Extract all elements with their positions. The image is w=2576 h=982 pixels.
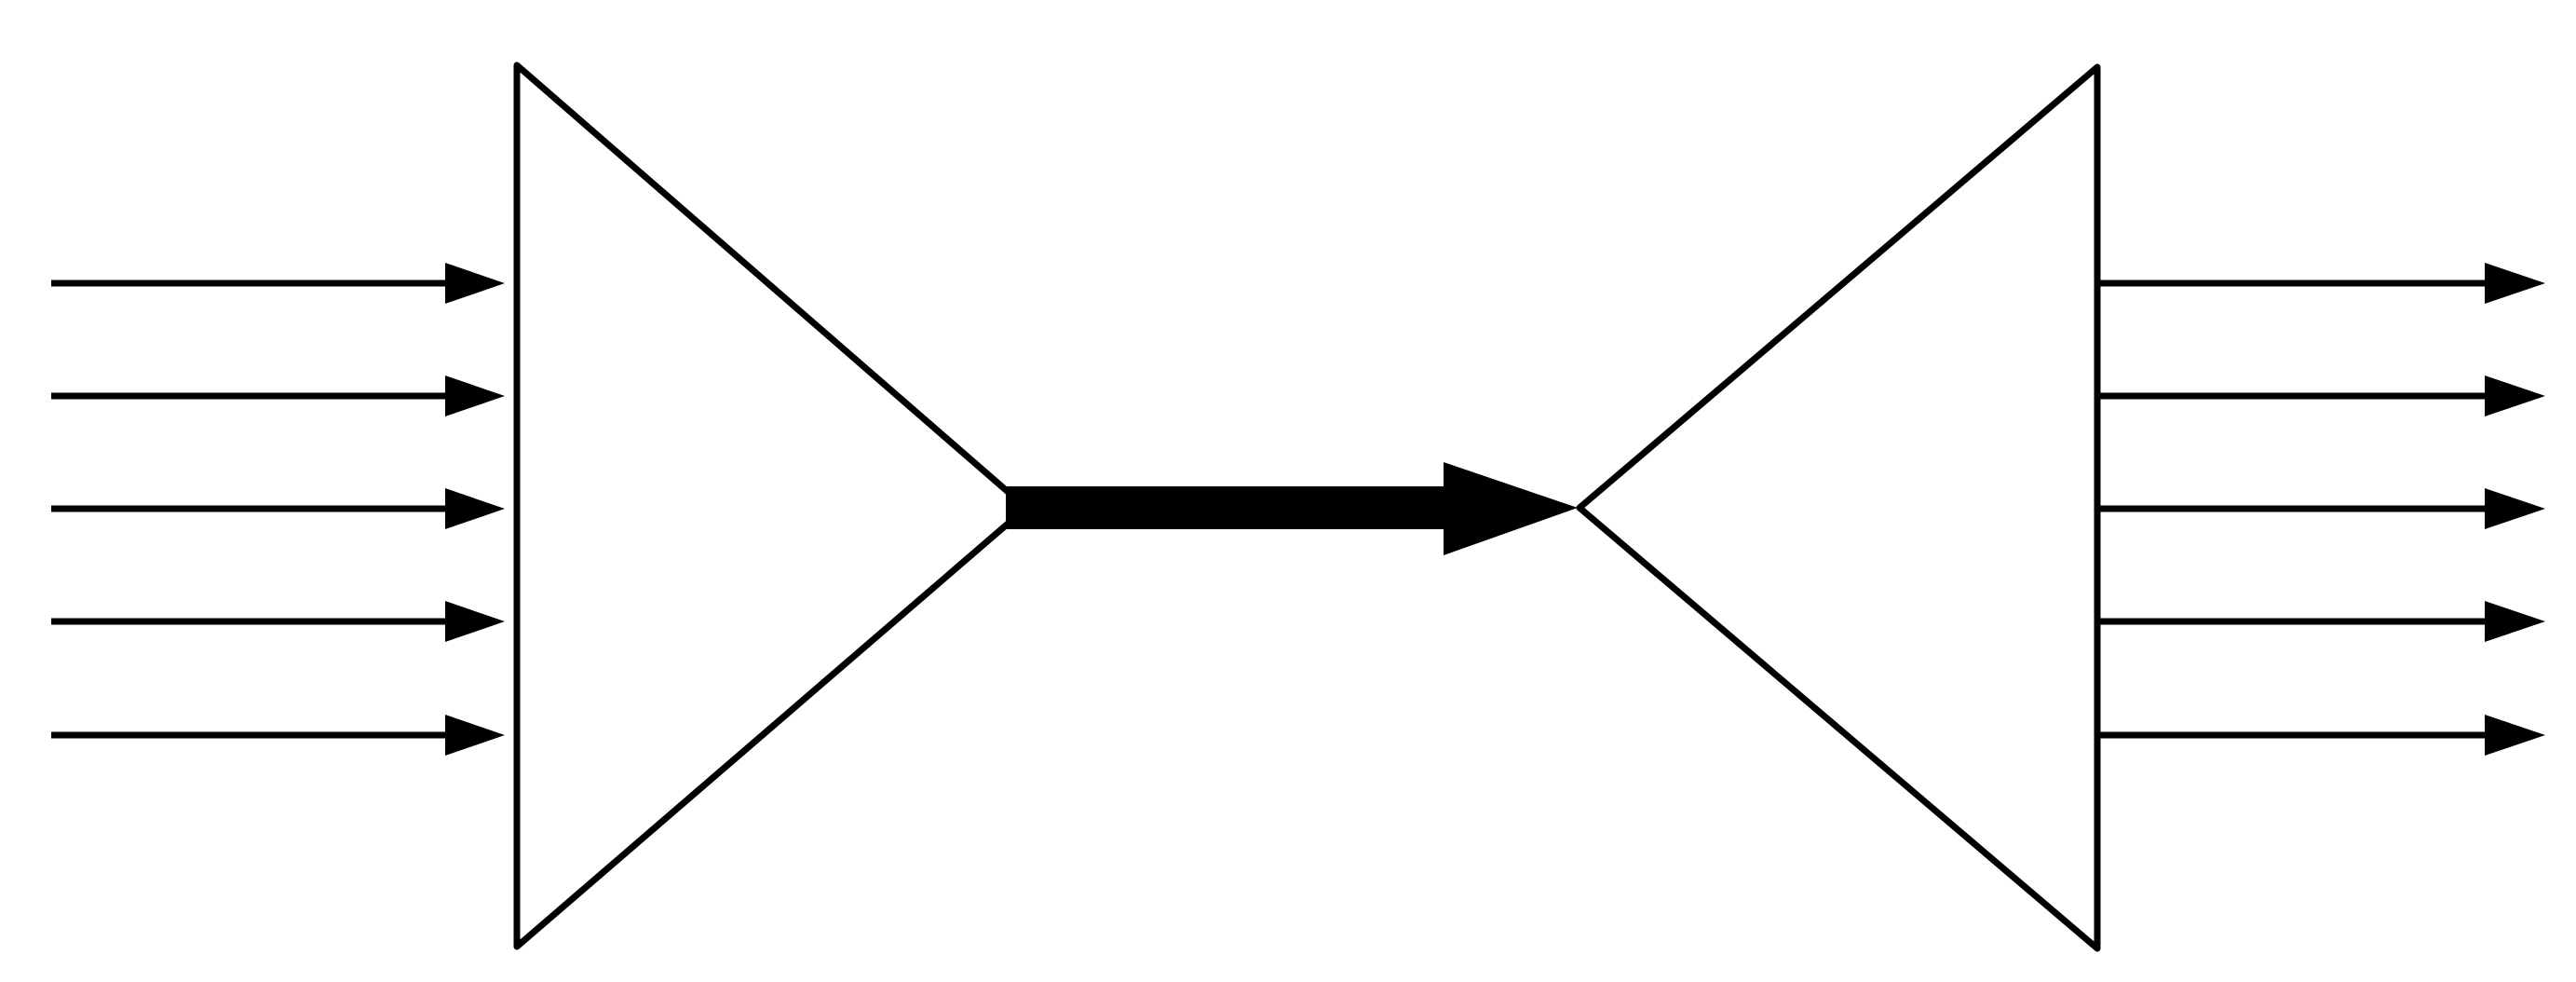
input-arrow-4 xyxy=(51,601,505,642)
input-arrow-4-head xyxy=(445,601,505,642)
center-thick-arrow xyxy=(1006,462,1578,555)
output-arrow-5-head xyxy=(2485,715,2545,756)
input-arrow-1-head xyxy=(445,263,505,304)
output-arrow-5 xyxy=(2097,715,2545,756)
input-arrow-2 xyxy=(51,375,505,416)
input-arrow-2-head xyxy=(445,375,505,416)
input-arrow-5-head xyxy=(445,715,505,756)
input-arrow-5 xyxy=(51,715,505,756)
output-arrow-2 xyxy=(2097,375,2545,416)
right-triangle xyxy=(1576,63,2101,952)
input-arrow-3-head xyxy=(445,488,505,529)
output-arrow-1-head xyxy=(2485,263,2545,304)
left-triangle xyxy=(513,61,1030,950)
output-arrow-3 xyxy=(2097,488,2545,529)
center-arrow-head xyxy=(1444,462,1578,555)
input-arrow-3 xyxy=(51,488,505,529)
center-arrow-shaft xyxy=(1006,486,1446,529)
output-arrow-1 xyxy=(2097,263,2545,304)
output-arrow-3-head xyxy=(2485,488,2545,529)
output-arrow-2-head xyxy=(2485,375,2545,416)
input-arrows xyxy=(51,263,505,756)
output-arrow-4 xyxy=(2097,601,2545,642)
output-arrows xyxy=(2097,263,2545,756)
input-arrow-1 xyxy=(51,263,505,304)
output-arrow-4-head xyxy=(2485,601,2545,642)
